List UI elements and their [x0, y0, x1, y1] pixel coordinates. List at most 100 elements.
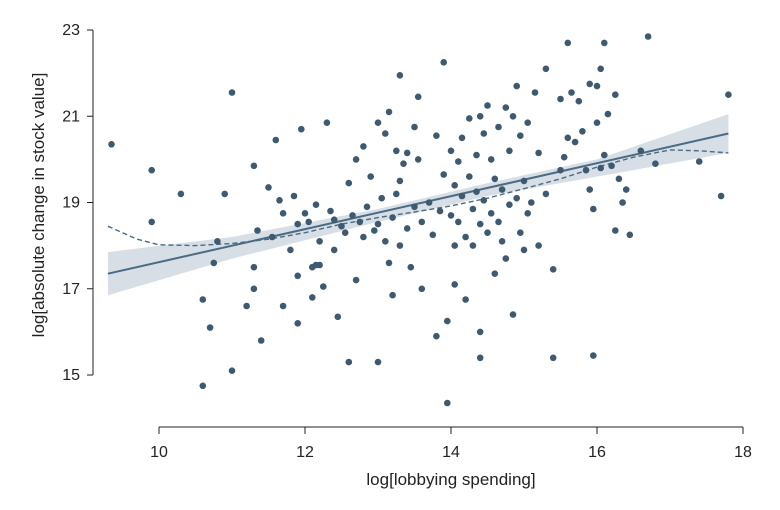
data-point — [626, 231, 634, 239]
data-point — [542, 65, 550, 73]
data-point — [403, 149, 411, 157]
data-point — [487, 156, 495, 163]
data-point — [425, 199, 433, 206]
data-point — [652, 160, 659, 167]
data-point — [608, 162, 615, 170]
data-point — [374, 220, 382, 228]
data-point — [593, 82, 601, 90]
data-point — [433, 132, 440, 139]
data-point — [560, 153, 568, 161]
data-point — [338, 222, 345, 230]
data-point — [360, 143, 367, 150]
data-point — [520, 246, 528, 254]
data-point — [414, 156, 422, 163]
y-tick-label: 15 — [62, 367, 80, 384]
data-point — [528, 199, 535, 206]
data-point — [498, 186, 506, 193]
data-point — [433, 332, 440, 340]
x-tick-label: 16 — [588, 444, 606, 461]
confidence-band — [107, 114, 729, 296]
data-point — [469, 205, 477, 213]
data-point — [243, 302, 250, 310]
data-point — [305, 218, 313, 226]
data-point — [396, 72, 404, 79]
data-point — [476, 354, 484, 362]
data-point — [622, 186, 630, 193]
data-point — [601, 151, 608, 159]
data-point — [290, 192, 298, 200]
data-point — [327, 207, 334, 215]
y-tick-label: 23 — [62, 22, 80, 39]
y-tick-label: 19 — [62, 195, 80, 212]
data-point — [250, 263, 258, 271]
data-point — [455, 158, 462, 165]
data-point — [250, 162, 258, 170]
y-axis: 15 17 19 21 23 — [62, 22, 94, 384]
data-point — [272, 136, 280, 144]
x-tick-label: 12 — [296, 444, 314, 461]
data-point — [199, 382, 207, 390]
data-point — [418, 285, 426, 293]
data-point — [334, 313, 342, 321]
data-point — [268, 233, 276, 241]
data-point — [568, 89, 575, 96]
data-point — [206, 324, 214, 331]
x-tick-label: 18 — [734, 444, 752, 461]
linear-fit-line — [107, 132, 729, 275]
data-point — [294, 220, 302, 228]
data-point — [524, 210, 531, 217]
data-point — [257, 337, 265, 344]
data-point — [612, 91, 619, 98]
data-point — [221, 190, 228, 198]
data-point — [312, 261, 320, 269]
y-tick-label: 21 — [62, 108, 80, 125]
data-point — [604, 110, 612, 118]
data-point — [407, 263, 415, 271]
y-tick-label: 17 — [62, 281, 80, 298]
data-point — [466, 173, 473, 180]
y-axis-label: log[absolute change in stock value] — [29, 73, 48, 338]
data-point — [210, 259, 218, 267]
data-point — [509, 113, 517, 120]
data-point — [484, 229, 491, 236]
data-point — [502, 104, 510, 111]
data-point — [571, 138, 579, 146]
data-point — [517, 132, 524, 139]
data-point — [506, 147, 513, 155]
data-point — [590, 205, 597, 213]
data-point — [695, 158, 703, 165]
x-axis: 10 12 14 16 18 — [150, 426, 752, 461]
data-point — [575, 97, 583, 105]
data-point — [287, 246, 294, 254]
data-point — [250, 285, 258, 293]
data-point — [506, 201, 513, 208]
data-point — [393, 147, 400, 155]
data-point — [108, 141, 115, 148]
data-point — [418, 218, 426, 226]
data-point — [294, 320, 302, 327]
data-point — [345, 358, 353, 366]
data-point — [557, 166, 564, 174]
data-point — [279, 302, 287, 310]
data-point — [414, 93, 422, 101]
data-point — [382, 130, 389, 137]
data-point — [601, 39, 608, 47]
data-point — [265, 184, 272, 191]
data-point — [476, 113, 484, 120]
data-point — [356, 218, 364, 226]
data-point — [400, 160, 407, 167]
data-point — [228, 367, 236, 375]
smoothed-fit-line — [107, 149, 729, 247]
data-point — [374, 119, 382, 126]
data-point — [447, 147, 455, 155]
data-point — [374, 358, 382, 366]
y-ticks: 15 17 19 21 23 — [62, 22, 93, 384]
data-point — [549, 354, 557, 362]
data-point — [320, 283, 327, 290]
data-point — [389, 214, 396, 221]
data-point — [177, 190, 185, 198]
data-point — [582, 166, 590, 174]
data-point — [491, 175, 499, 183]
data-point — [444, 399, 451, 407]
data-point — [495, 218, 502, 226]
